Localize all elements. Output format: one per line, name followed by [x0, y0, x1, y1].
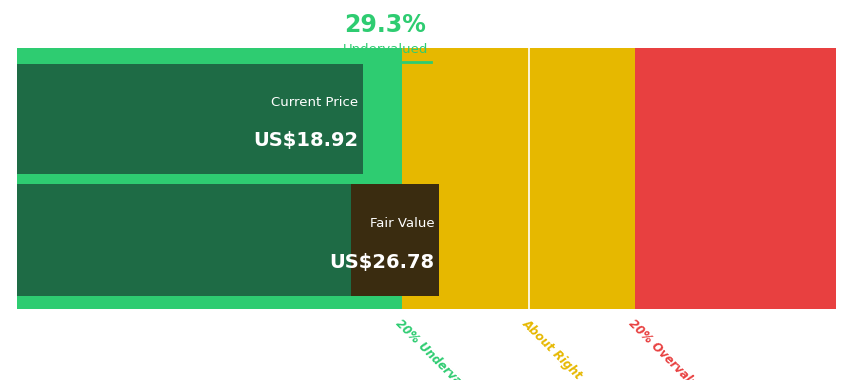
- Text: 29.3%: 29.3%: [344, 13, 426, 37]
- Bar: [635, 49, 835, 309]
- Text: About Right: About Right: [519, 317, 584, 380]
- Text: US$18.92: US$18.92: [253, 131, 358, 150]
- Bar: [17, 184, 438, 296]
- Text: 20% Undervalued: 20% Undervalued: [392, 317, 484, 380]
- Text: Undervalued: Undervalued: [343, 43, 428, 56]
- Bar: [401, 49, 635, 309]
- Bar: [351, 184, 438, 296]
- Text: 20% Overvalued: 20% Overvalued: [625, 317, 711, 380]
- Text: Current Price: Current Price: [271, 96, 358, 109]
- Bar: [17, 49, 401, 309]
- Bar: [17, 64, 362, 174]
- Text: US$26.78: US$26.78: [329, 253, 435, 272]
- Text: Fair Value: Fair Value: [370, 217, 435, 230]
